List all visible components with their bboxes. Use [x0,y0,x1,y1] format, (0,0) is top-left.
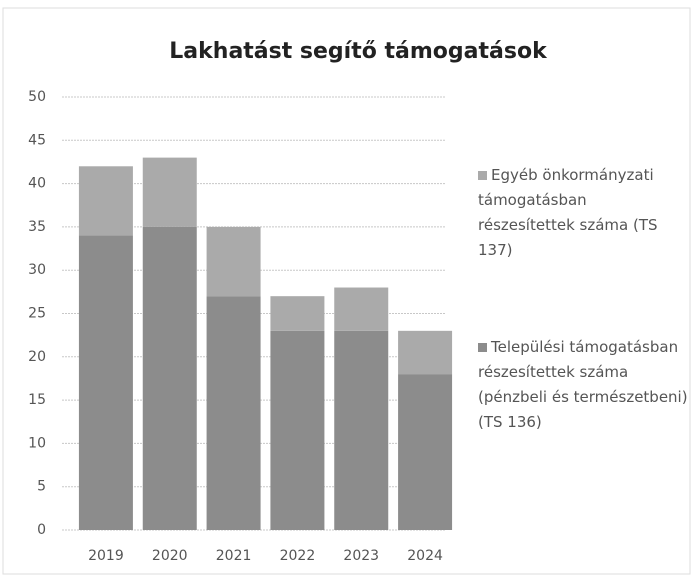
bar-segment [206,296,261,530]
y-tick-label: 0 [37,522,46,538]
x-tick-label: 2023 [343,548,379,564]
bar-segment [142,157,197,227]
bar-segment [334,287,389,331]
y-tick-label: 50 [28,89,46,105]
frame [2,7,691,575]
y-tick-label: 15 [28,392,46,408]
x-tick-label: 2024 [407,548,443,564]
bar-segment [398,374,453,530]
y-tick-label: 20 [28,349,46,365]
chart-title: Lakhatást segítő támogatások [169,39,548,64]
x-tick-label: 2019 [88,548,124,564]
legend-label: Települési támogatásban részesítettek sz… [478,338,688,431]
y-tick-label: 35 [28,219,46,235]
bar-segment [334,330,389,530]
legend-swatch [478,171,487,180]
y-tick-label: 40 [28,176,46,192]
y-tick-label: 30 [28,262,46,278]
legend-entry: Egyéb önkormányzati támogatásban részesí… [478,163,688,263]
x-tick-label: 2022 [280,548,316,564]
y-tick-label: 5 [37,479,46,495]
y-tick-label: 25 [28,306,46,322]
bar-segment [270,330,325,530]
y-tick-label: 45 [28,132,46,148]
bar-segment [78,235,133,530]
y-tick-label: 10 [28,435,46,451]
x-tick-label: 2020 [152,548,188,564]
x-tick-label: 2021 [216,548,252,564]
legend-entry: Települési támogatásban részesítettek sz… [478,335,688,435]
bar-segment [78,166,133,236]
bar-segment [270,296,325,331]
bar-segment [398,330,453,375]
legend-label: Egyéb önkormányzati támogatásban részesí… [478,166,658,259]
legend-swatch [478,343,487,352]
bar-segment [206,226,261,297]
bar-segment [142,226,197,530]
